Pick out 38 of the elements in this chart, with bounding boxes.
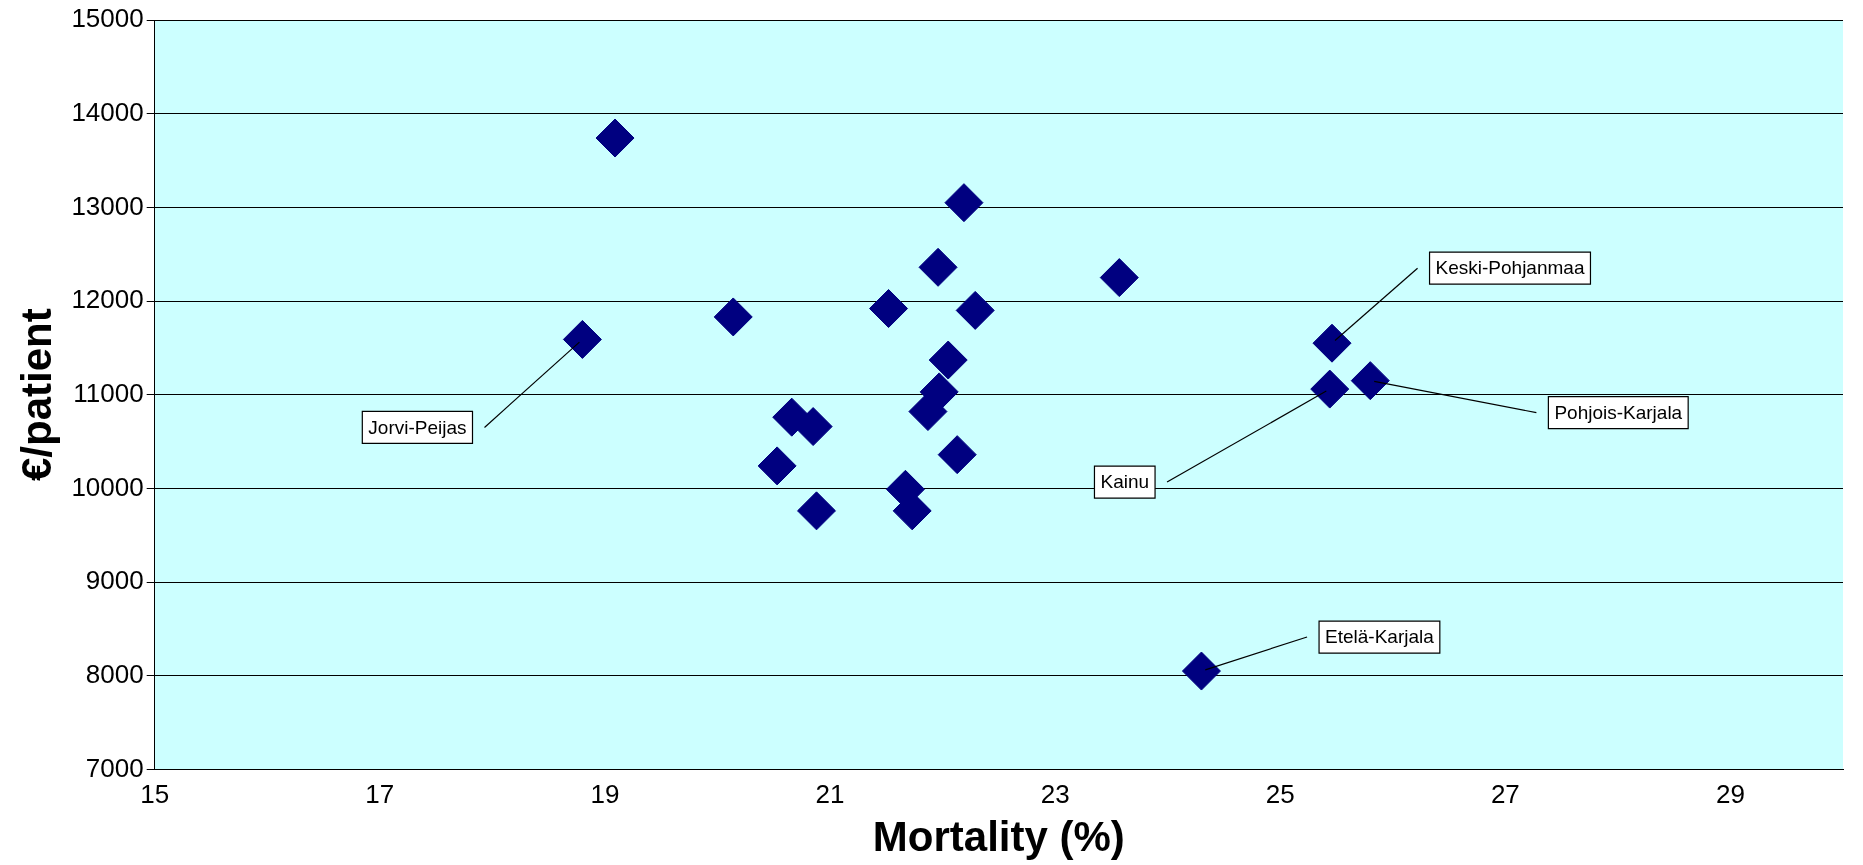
point — [937, 435, 977, 475]
point — [1310, 369, 1350, 409]
x-tick-label: 29 — [1715, 779, 1745, 810]
annotation: Kainu — [1100, 471, 1150, 493]
annotation: Jorvi-Peijas — [368, 416, 467, 438]
y-tick-label: 13000 — [71, 190, 144, 221]
y-tick-label: 15000 — [71, 3, 144, 34]
point — [869, 289, 909, 329]
x-tick-label: 25 — [1265, 779, 1295, 810]
y-tick-label: 10000 — [71, 471, 144, 502]
x-tick-label: 21 — [815, 779, 845, 810]
point — [944, 183, 984, 223]
y-tick-label: 9000 — [85, 565, 144, 596]
x-tick-label: 27 — [1490, 779, 1520, 810]
y-tick-label: 12000 — [71, 284, 144, 315]
point — [562, 319, 602, 359]
x-tick-label: 23 — [1040, 779, 1070, 810]
y-tick-label: 11000 — [73, 377, 144, 408]
point — [918, 247, 958, 287]
annotation: Pohjois-Karjala — [1554, 401, 1683, 423]
x-axis-title: Mortality (%) — [872, 813, 1125, 861]
x-tick-label: 19 — [590, 779, 620, 810]
point — [955, 290, 995, 330]
point — [1181, 651, 1221, 691]
point — [1312, 323, 1352, 363]
annotation: Keski-Pohjanmaa — [1435, 257, 1585, 279]
point — [713, 297, 753, 337]
point — [757, 446, 797, 486]
point — [1350, 361, 1390, 401]
y-tick-label: 8000 — [85, 658, 144, 689]
y-axis-title: €/patient — [12, 308, 60, 482]
annotation: Etelä-Karjala — [1325, 626, 1435, 648]
point — [595, 118, 635, 158]
point — [797, 491, 837, 531]
point — [928, 340, 968, 380]
y-tick-label: 14000 — [71, 96, 144, 127]
x-tick-label: 17 — [365, 779, 395, 810]
point — [1099, 258, 1139, 298]
